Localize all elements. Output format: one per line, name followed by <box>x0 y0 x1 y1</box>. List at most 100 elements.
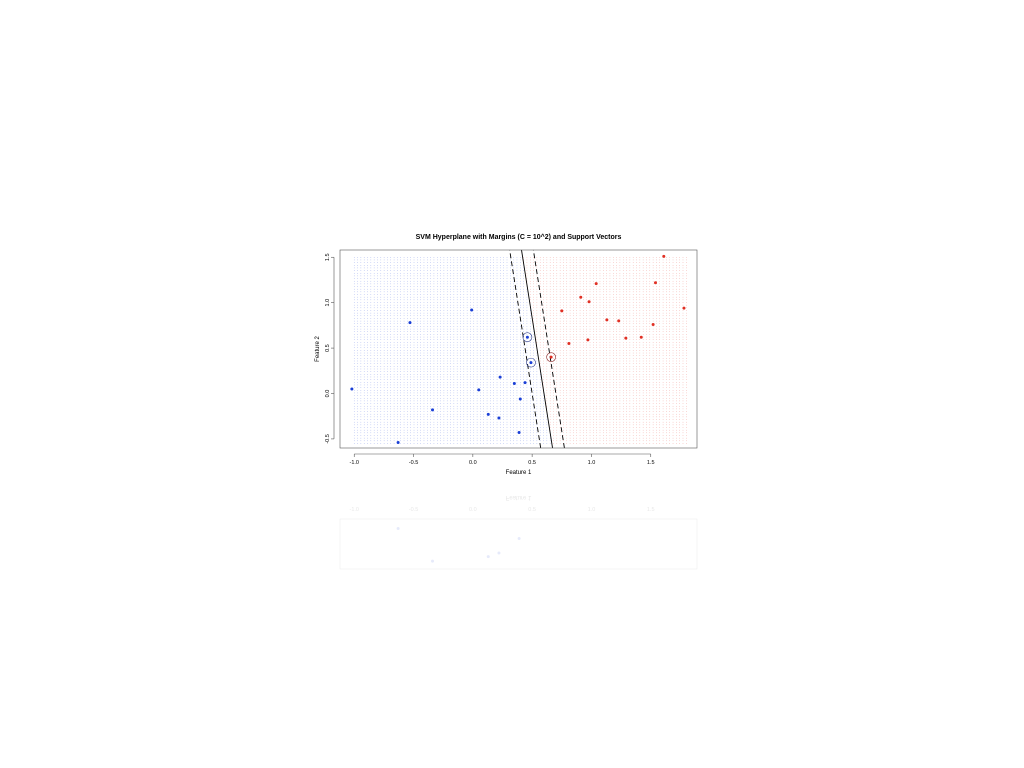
grid-dot <box>526 334 528 335</box>
grid-dot <box>476 382 478 383</box>
grid-dot <box>373 257 375 258</box>
grid-dot <box>390 360 392 362</box>
grid-dot <box>583 387 584 388</box>
grid-dot <box>466 363 468 364</box>
grid-dot <box>433 437 435 439</box>
grid-dot <box>427 374 428 375</box>
grid-dot <box>510 371 511 372</box>
grid-dot <box>453 435 455 436</box>
grid-dot <box>430 259 431 261</box>
grid-dot <box>446 257 448 258</box>
grid-dot <box>430 413 431 415</box>
grid-dot <box>427 296 428 298</box>
grid-dot <box>556 350 558 351</box>
grid-dot <box>573 397 574 399</box>
grid-dot <box>563 270 564 271</box>
grid-dot <box>363 390 365 391</box>
grid-dot <box>490 299 491 301</box>
grid-dot <box>480 291 481 293</box>
grid-dot <box>440 280 441 282</box>
grid-dot <box>393 397 395 399</box>
grid-dot <box>566 432 568 434</box>
grid-dot <box>446 350 448 351</box>
grid-dot <box>443 429 445 431</box>
grid-dot <box>423 326 425 327</box>
grid-dot <box>390 443 392 444</box>
grid-dot <box>437 339 438 340</box>
grid-dot <box>450 307 451 309</box>
grid-dot <box>417 278 418 279</box>
grid-dot <box>510 323 511 325</box>
grid-dot <box>407 429 408 431</box>
grid-dot <box>483 421 484 423</box>
grid-dot <box>456 296 458 298</box>
grid-dot <box>443 366 445 367</box>
grid-dot <box>397 344 398 346</box>
grid-dot <box>397 286 398 287</box>
grid-dot <box>456 416 458 418</box>
grid-dot <box>476 355 478 356</box>
grid-dot <box>373 347 375 348</box>
grid-dot <box>430 307 431 309</box>
grid-dot <box>563 411 564 412</box>
grid-dot <box>543 344 544 346</box>
grid-dot <box>466 265 468 266</box>
grid-dot <box>523 358 524 359</box>
grid-dot <box>553 265 554 266</box>
grid-dot <box>539 360 541 362</box>
grid-dot <box>533 344 534 346</box>
grid-dot <box>370 291 372 293</box>
grid-dot <box>573 286 574 287</box>
grid-dot <box>549 419 551 420</box>
grid-dot <box>437 347 438 348</box>
grid-dot <box>566 371 568 372</box>
grid-dot <box>400 342 401 343</box>
grid-dot <box>520 312 521 314</box>
grid-dot <box>397 283 398 285</box>
grid-dot <box>566 318 568 319</box>
grid-dot <box>563 390 564 391</box>
grid-dot <box>473 366 475 367</box>
grid-dot <box>480 283 481 285</box>
grid-dot <box>579 376 581 378</box>
grid-dot <box>496 280 498 282</box>
grid-dot <box>556 366 558 367</box>
grid-dot <box>383 390 385 391</box>
grid-dot <box>460 294 461 295</box>
grid-dot <box>573 376 574 378</box>
grid-dot <box>493 280 494 282</box>
grid-dot <box>417 304 418 306</box>
grid-dot <box>579 443 581 444</box>
grid-dot <box>367 366 368 367</box>
grid-dot <box>390 352 392 354</box>
grid-dot <box>563 347 564 348</box>
grid-dot <box>363 318 365 319</box>
grid-dot <box>400 331 401 332</box>
grid-dot <box>493 360 494 362</box>
grid-dot <box>380 443 382 444</box>
grid-dot <box>569 400 571 402</box>
grid-dot <box>400 419 401 420</box>
grid-dot <box>583 272 584 274</box>
grid-dot <box>466 299 468 301</box>
grid-dot <box>377 440 378 442</box>
grid-dot <box>403 371 405 372</box>
grid-dot <box>500 443 501 444</box>
grid-dot <box>486 259 488 261</box>
grid-dot <box>526 342 528 343</box>
grid-dot <box>373 312 375 314</box>
grid-dot <box>533 347 534 348</box>
grid-dot <box>360 376 362 378</box>
grid-dot <box>566 358 568 359</box>
grid-dot <box>427 257 428 258</box>
grid-dot <box>553 339 554 340</box>
grid-dot <box>410 440 411 442</box>
grid-dot <box>539 397 541 399</box>
grid-dot <box>510 312 511 314</box>
grid-dot <box>496 352 498 354</box>
grid-dot <box>573 294 574 295</box>
grid-dot <box>503 310 504 311</box>
grid-dot <box>573 443 574 444</box>
grid-dot <box>433 413 435 415</box>
grid-dot <box>579 405 581 407</box>
